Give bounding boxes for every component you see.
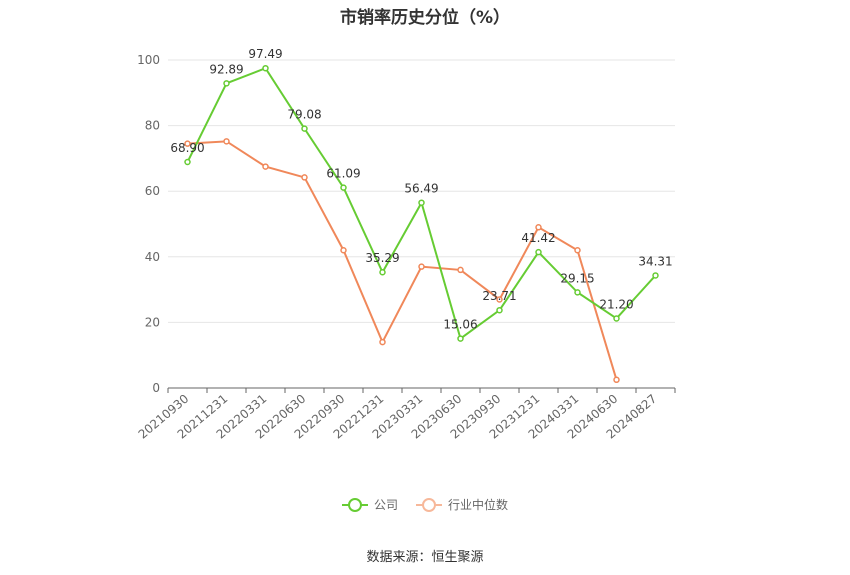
industry-median-point xyxy=(379,338,386,346)
industry-median-point xyxy=(613,376,620,384)
company-data-label: 23.71 xyxy=(482,289,516,303)
company-point xyxy=(301,125,308,132)
company-point xyxy=(340,184,347,191)
y-tick-label: 100 xyxy=(137,53,160,67)
industry-median-point xyxy=(496,296,503,303)
industry-median-point xyxy=(262,163,269,170)
industry-median-point xyxy=(184,140,191,147)
company-point xyxy=(262,64,269,72)
legend: 公司 行业中位数 xyxy=(0,496,850,513)
y-tick-label: 60 xyxy=(145,184,160,198)
company-data-label: 29.15 xyxy=(560,271,594,285)
series-line-industry-median xyxy=(187,140,618,381)
y-tick-label: 20 xyxy=(145,315,160,329)
industry-median-point xyxy=(574,246,581,254)
company-data-label: 68.90 xyxy=(170,141,204,155)
data-source: 数据来源：恒生聚源 xyxy=(366,550,484,565)
company-point xyxy=(379,268,386,276)
y-tick-label: 80 xyxy=(145,119,160,133)
y-tick-label: 40 xyxy=(145,250,160,264)
legend-item-industry-median[interactable]: 行业中位数 xyxy=(416,496,508,513)
y-tick-label: 0 xyxy=(152,381,160,395)
company-data-label: 79.08 xyxy=(287,108,321,122)
company-data-label: 92.89 xyxy=(209,62,243,76)
company-data-label: 21.20 xyxy=(599,297,633,311)
company-point xyxy=(418,199,425,206)
industry-median-point xyxy=(535,224,542,231)
company-data-label: 56.49 xyxy=(404,182,438,196)
company-point xyxy=(574,289,581,296)
legend-industry-marker-icon xyxy=(416,497,442,512)
industry-median-point xyxy=(340,246,347,254)
company-data-label: 34.31 xyxy=(638,254,672,268)
industry-median-point xyxy=(223,138,230,145)
company-data-label: 41.42 xyxy=(521,231,555,245)
industry-median-point xyxy=(457,266,464,274)
company-data-label: 15.06 xyxy=(443,318,477,332)
legend-item-company[interactable]: 公司 xyxy=(341,496,398,513)
company-point xyxy=(613,315,620,322)
company-point xyxy=(457,335,464,342)
company-point xyxy=(496,306,503,314)
company-point xyxy=(535,248,542,256)
company-point xyxy=(652,272,659,279)
legend-company-label: 公司 xyxy=(373,498,398,512)
company-data-label: 35.29 xyxy=(365,251,399,265)
industry-median-point xyxy=(301,174,308,181)
company-data-label: 97.49 xyxy=(248,47,282,61)
legend-industry-label: 行业中位数 xyxy=(448,498,509,512)
legend-company-marker-icon xyxy=(341,497,368,512)
chart-title: 市销率历史分位（%） xyxy=(339,8,511,28)
company-point xyxy=(223,80,230,87)
company-point xyxy=(184,158,191,166)
industry-median-point xyxy=(418,263,425,270)
company-data-label: 61.09 xyxy=(326,167,360,181)
